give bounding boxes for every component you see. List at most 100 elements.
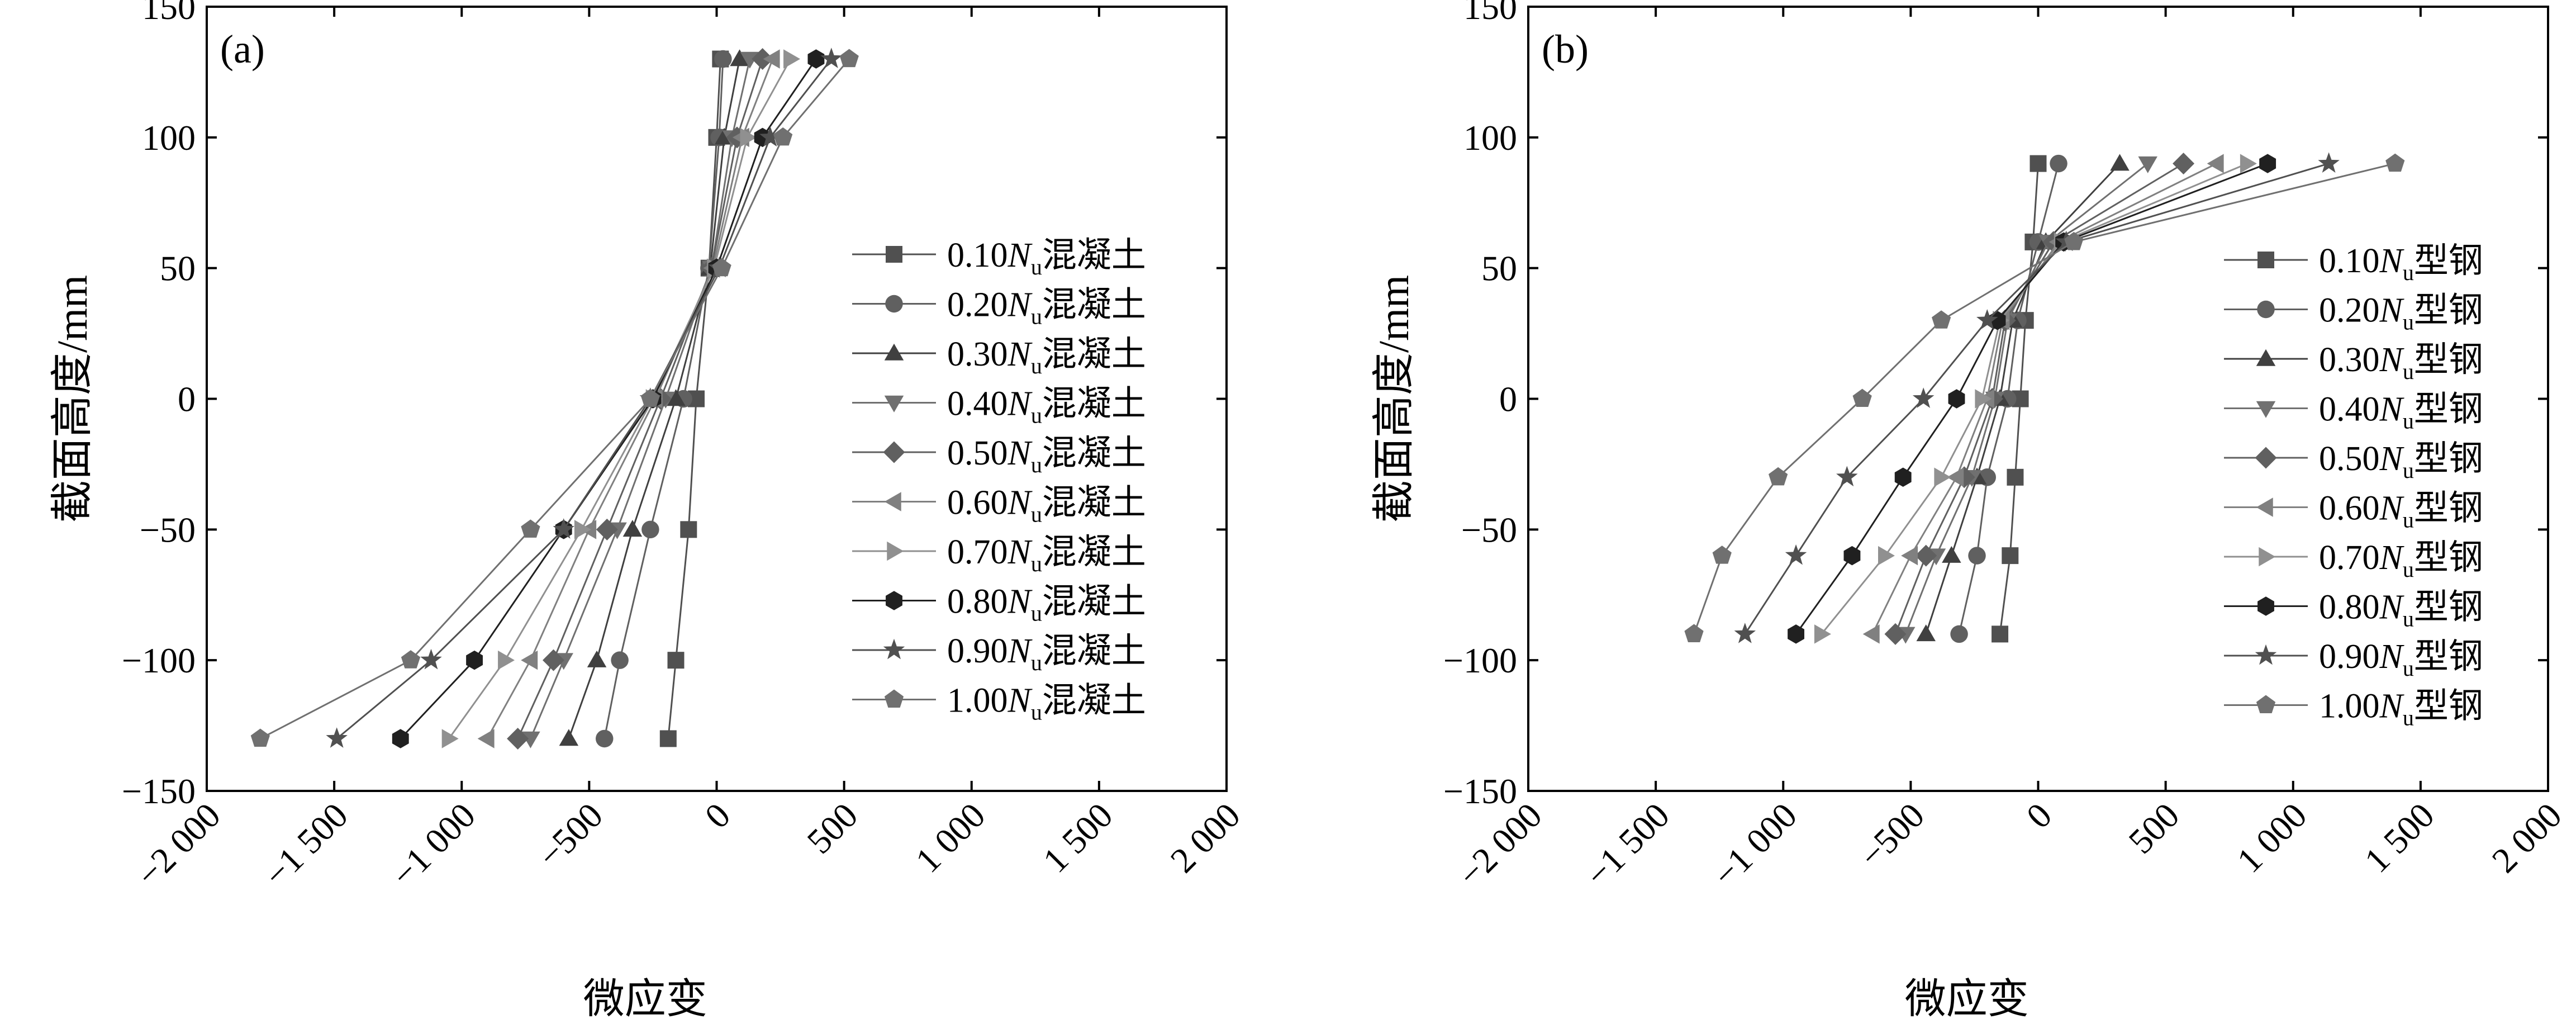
series-0-marker: [2007, 468, 2024, 486]
x-axis-label: 微应变: [583, 976, 707, 1022]
series-9-marker: [712, 258, 731, 277]
series-1-marker: [2050, 154, 2068, 173]
legend-marker: [2256, 695, 2276, 714]
series-7-marker: [2259, 154, 2276, 173]
series-8-marker: [1836, 466, 1858, 487]
series-9-marker: [401, 650, 421, 669]
series-2-marker: [666, 389, 686, 406]
series-4-marker: [507, 727, 529, 750]
series-4-marker: [1915, 544, 1937, 567]
series-8-marker: [820, 48, 843, 68]
legend-label: 1.00Nu型钢: [2319, 688, 2483, 731]
series-6-marker: [1975, 389, 1992, 409]
legend-marker: [2256, 349, 2276, 366]
series-6-marker: [441, 729, 459, 748]
series-5-marker: [521, 650, 538, 670]
x-tick-label: 1 000: [908, 795, 993, 880]
legend-marker: [2256, 401, 2276, 418]
series-6-marker: [2240, 154, 2257, 173]
legend-marker: [2257, 300, 2275, 319]
series-line-8: [336, 58, 832, 739]
x-tick-label: 2 000: [1163, 795, 1248, 880]
legend-marker: [2257, 252, 2274, 268]
x-tick-label: 2 000: [2484, 795, 2569, 880]
series-1-marker: [611, 651, 629, 669]
series-line-6: [448, 58, 792, 739]
panel-b: −2 000 −1 500 −1 000 −500 0 500 1 000 1 500 2 00…: [1371, 0, 2569, 1022]
series-7-marker: [1948, 389, 1965, 409]
series-7-marker: [466, 650, 483, 670]
series-2-marker: [1916, 624, 1936, 642]
series-6-marker: [1934, 467, 1951, 487]
series-9-marker: [2064, 231, 2084, 250]
legend-label: 0.10Nu混凝土: [947, 236, 1146, 279]
series-6-marker: [783, 49, 801, 69]
y-tick-label: −100: [122, 641, 196, 680]
series-5-marker: [1947, 467, 1964, 487]
legend-label: 0.40Nu混凝土: [947, 385, 1146, 428]
series-8-marker: [326, 727, 348, 748]
series-line-4: [517, 59, 764, 739]
x-tick-label: 500: [799, 795, 865, 861]
legend-marker: [883, 441, 905, 463]
series-4-marker: [2173, 153, 2195, 175]
legend-label: 0.50Nu型钢: [2319, 440, 2483, 483]
series-6-marker: [498, 650, 515, 670]
series-8-marker: [553, 518, 575, 539]
series-2-marker: [587, 650, 607, 667]
legend-marker: [884, 492, 901, 511]
legend-marker: [887, 541, 904, 561]
series-9-marker: [1932, 310, 1951, 329]
y-tick-label: −50: [1461, 510, 1517, 549]
legend-marker: [885, 295, 903, 313]
x-tick-label: −1 000: [384, 795, 483, 895]
series-9-marker: [1712, 546, 1732, 564]
legend-marker: [886, 591, 902, 610]
series-9-marker: [521, 519, 540, 538]
legend-label: 0.70Nu混凝土: [947, 533, 1146, 576]
legend-label: 0.80Nu混凝土: [947, 583, 1146, 626]
series-4-marker: [1884, 623, 1907, 645]
y-tick-label: 150: [142, 0, 196, 27]
x-tick-label: 0: [2019, 795, 2060, 836]
x-tick-label: −1 500: [256, 795, 355, 895]
legend-label: 0.80Nu型钢: [2319, 589, 2483, 632]
series-2-marker: [730, 49, 749, 67]
series-8-marker: [1912, 387, 1935, 408]
legend: 0.10Nu混凝土 0.20Nu混凝土 0.30Nu混凝土 0.40Nu混凝土 0.50…: [852, 236, 1146, 725]
x-tick-label: 1 000: [2230, 795, 2314, 880]
x-tick-label: −500: [1852, 795, 1932, 876]
series-6-marker: [740, 127, 757, 148]
x-tick-label: −1 500: [1577, 795, 1677, 895]
y-tick-label: −100: [1443, 641, 1517, 680]
series-1-marker: [1968, 547, 1986, 565]
legend-label: 0.50Nu混凝土: [947, 434, 1146, 477]
series-9-marker: [1852, 388, 1872, 407]
series-0-marker: [667, 652, 685, 669]
legend-label: 0.40Nu型钢: [2319, 391, 2483, 434]
series-8-marker: [2318, 152, 2340, 173]
x-tick-label: 1 500: [2357, 795, 2442, 880]
legend-marker: [883, 638, 905, 660]
legend-label: 0.60Nu混凝土: [947, 484, 1146, 527]
legend: 0.10Nu型钢 0.20Nu型钢 0.30Nu型钢 0.40Nu型钢 0.50Nu型钢…: [2224, 242, 2483, 731]
series-2-marker: [1942, 546, 1961, 563]
y-tick-label: 50: [160, 249, 196, 288]
series-1-marker: [1950, 625, 1968, 643]
series-5-marker: [477, 729, 495, 748]
series-7-marker: [392, 729, 409, 748]
legend-marker: [884, 689, 904, 708]
legend-marker: [2255, 644, 2277, 665]
y-tick-label: 50: [1481, 249, 1517, 288]
legend-label: 1.00Nu混凝土: [947, 682, 1146, 725]
series-9-marker: [2385, 153, 2405, 172]
legend-marker: [2257, 596, 2274, 616]
series-1-marker: [714, 50, 732, 68]
series-7-marker: [807, 49, 825, 69]
legend-marker: [886, 246, 902, 263]
series-2-marker: [2110, 154, 2130, 171]
legend-label: 0.70Nu型钢: [2319, 539, 2483, 582]
series-5-marker: [2207, 154, 2224, 173]
panel-label: (a): [220, 27, 265, 72]
